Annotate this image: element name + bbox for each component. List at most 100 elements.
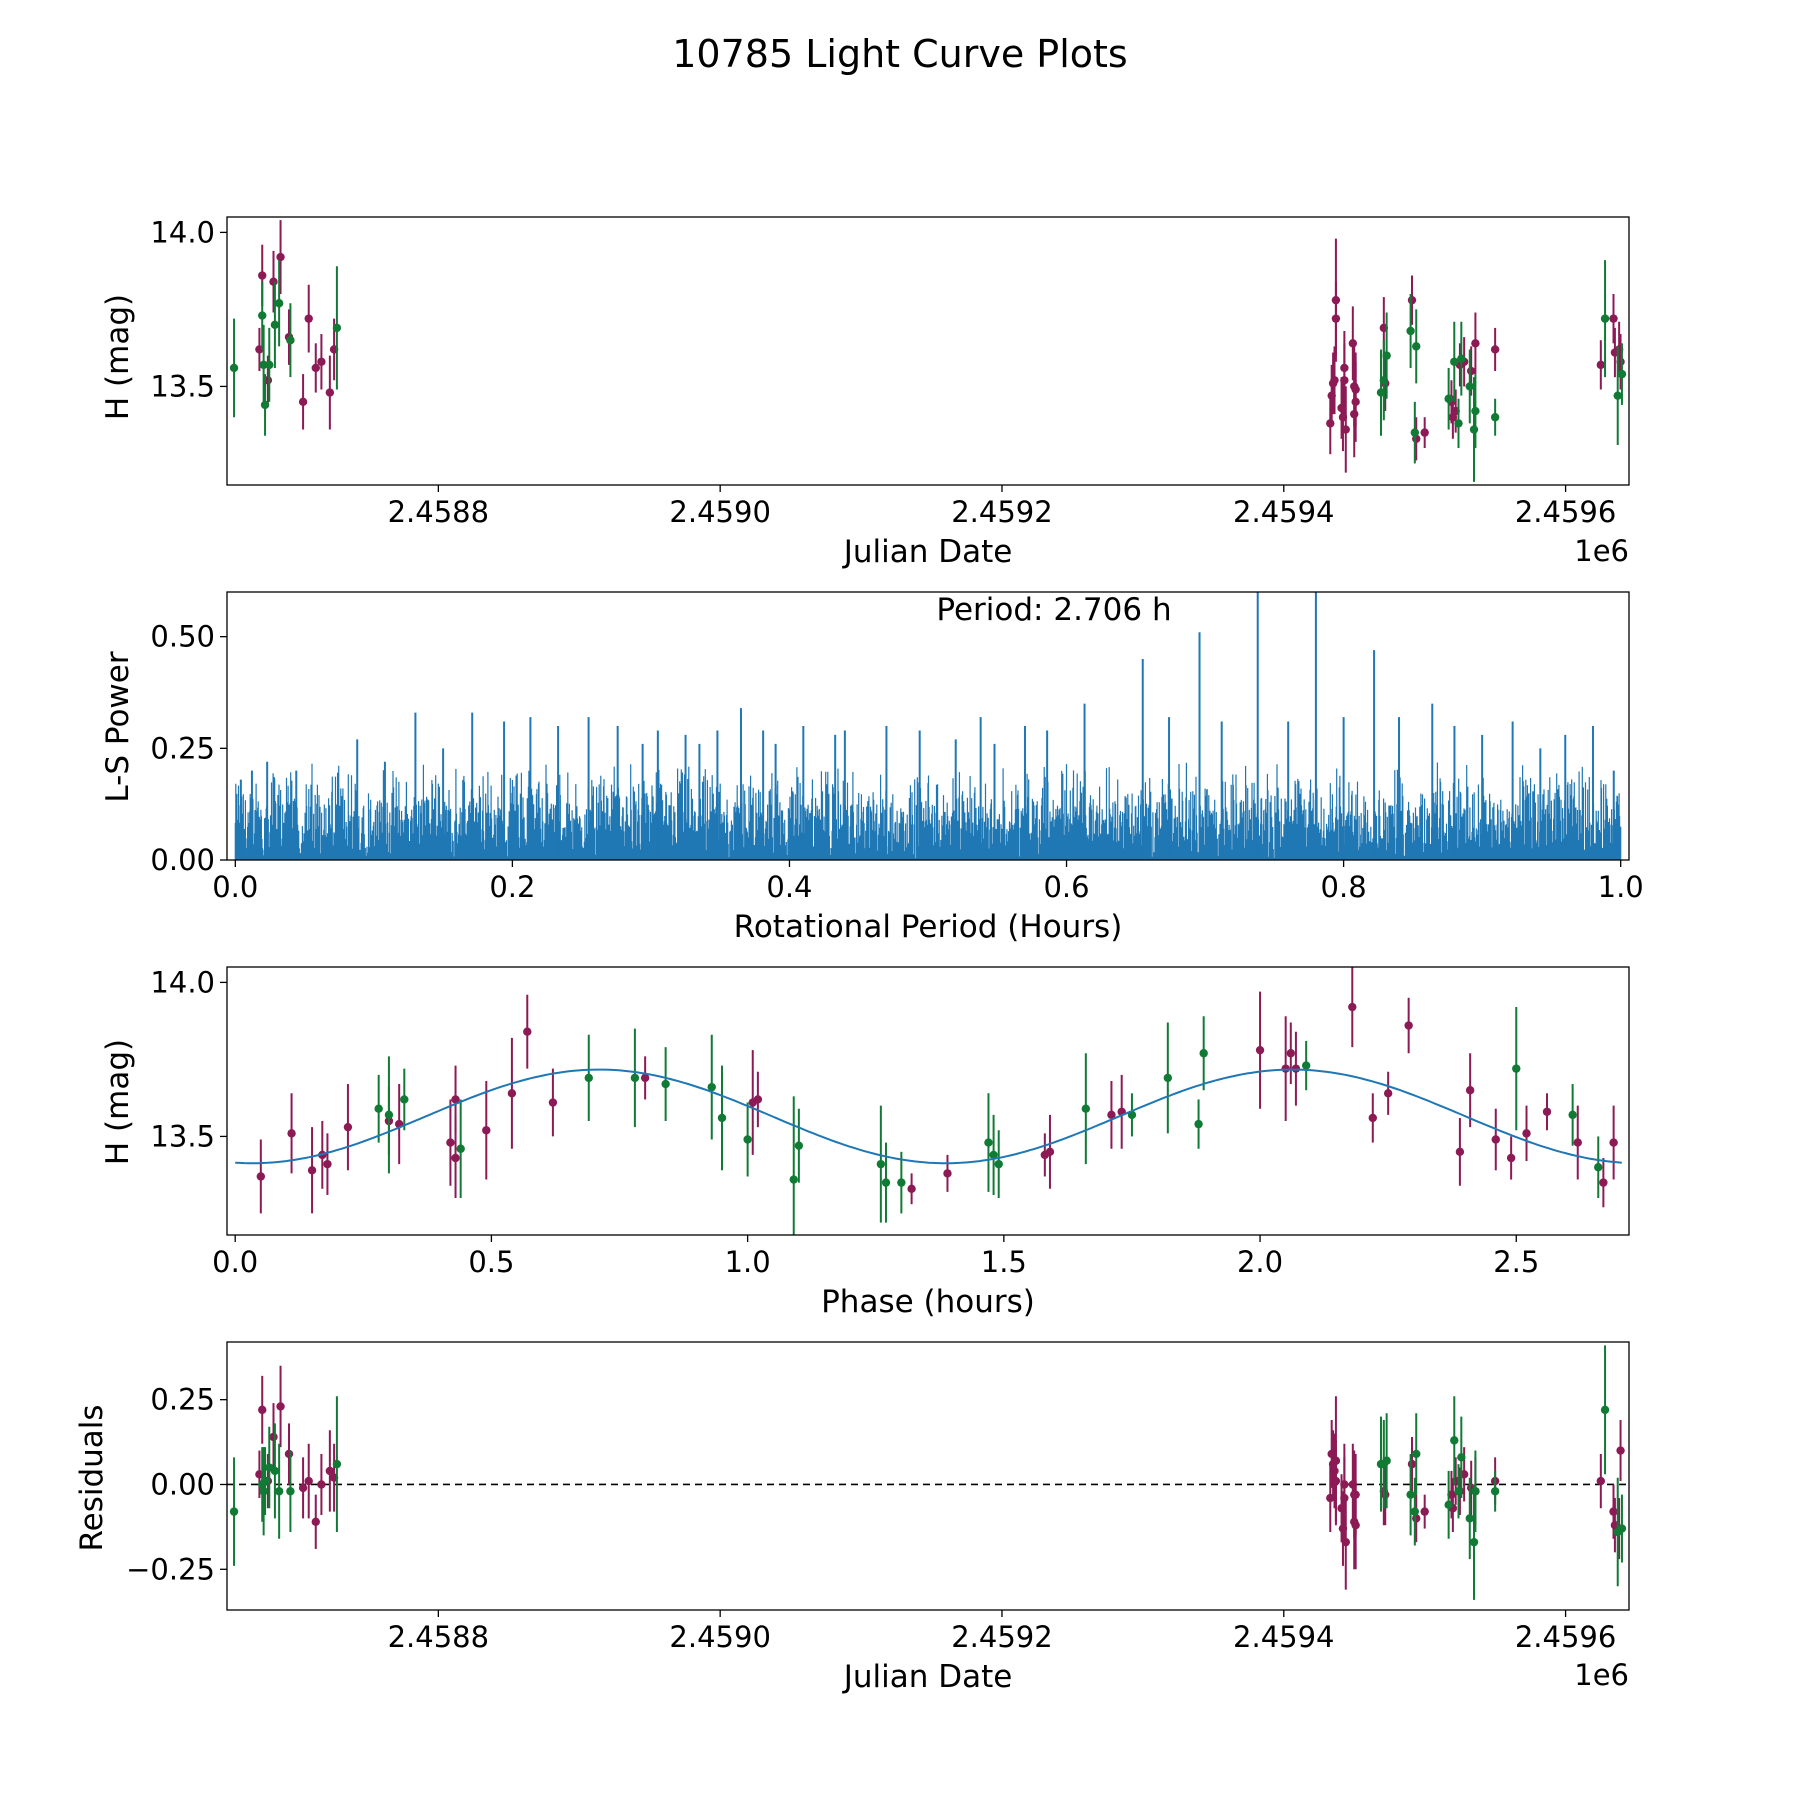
residuals-ytick-label: −0.25 [126,1552,215,1586]
lightcurve-point [1351,385,1360,394]
phased-point [323,1159,332,1169]
phased-point [717,1113,727,1123]
phased-point [1491,1135,1500,1144]
phased-point [881,1178,891,1187]
lightcurve-ylabel: H (mag) [100,294,136,420]
periodogram-ylabel: L-S Power [100,651,136,802]
lightcurve-point [269,277,278,286]
phased-point [451,1095,460,1104]
phased-point [1573,1138,1582,1147]
residuals-point [1412,1449,1421,1459]
periodogram-xtick-label: 0.4 [766,870,812,904]
residuals-xtick-label: 2.4594 [1233,1620,1334,1654]
lightcurve-point [304,314,313,323]
periodogram-xtick-label: 0.2 [489,870,535,904]
lightcurve-point [1382,351,1391,360]
phased-ytick-label: 14.0 [150,965,215,999]
phased-point [343,1122,353,1132]
periodogram-ytick-label: 0.25 [150,731,215,765]
lightcurve-point [1490,345,1500,354]
residuals-point [286,1487,295,1496]
lightcurve-ytick-label: 13.5 [150,369,215,403]
residuals-point [276,1402,285,1411]
phased-ytick-label: 13.5 [150,1119,215,1153]
residuals-point [1600,1405,1610,1415]
residuals-point [259,1487,268,1496]
phased-model-curve [235,1068,1622,1165]
lightcurve-xtick-label: 2.4594 [1233,495,1334,529]
periodogram-xtick-label: 0.0 [212,870,258,904]
phased-xtick-label: 1.0 [725,1245,771,1279]
lightcurve-point [332,323,342,333]
lightcurve-point [1609,314,1618,323]
phased-point [989,1150,998,1160]
phased-point [994,1159,1003,1169]
phased-point [1045,1147,1055,1157]
residuals-point [1381,1490,1390,1499]
phased-xlabel: Phase (hours) [821,1284,1035,1320]
lightcurve-point [1331,295,1341,305]
lightcurve-xtick-label: 2.4590 [669,495,770,529]
residuals-point [284,1449,294,1459]
residuals-point [325,1466,335,1476]
residuals-panel: Julian Date Residuals 1e6 2.4588 2.4590 2.… [74,1341,1630,1695]
phased-point [584,1073,593,1083]
residuals-point [1450,1436,1459,1445]
phased-point [1107,1110,1116,1120]
residuals-plot-area [227,1345,1629,1600]
phased-point [1281,1064,1290,1073]
lightcurve-point [1341,425,1350,434]
phased-point [1522,1129,1531,1138]
phased-point [661,1079,670,1089]
phased-point [548,1098,558,1107]
residuals-point [270,1466,280,1476]
residuals-point [304,1476,313,1486]
phased-point [446,1138,455,1147]
residuals-point [258,1405,267,1415]
phased-xtick-label: 2.0 [1237,1245,1283,1279]
periodogram-xlabel: Rotational Period (Hours) [734,909,1123,945]
phased-point [794,1141,804,1150]
lightcurve-xtick-label: 2.4592 [951,495,1052,529]
residuals-point [260,1476,270,1486]
residuals-point [298,1483,308,1493]
phased-point [307,1166,317,1175]
phased-point [1542,1107,1552,1116]
residuals-point [311,1517,320,1526]
phased-point [640,1073,650,1083]
lightcurve-plot-area [229,220,1627,482]
phased-point [789,1175,798,1184]
residuals-point [1596,1476,1606,1486]
phased-point [451,1153,460,1163]
phased-point [1568,1110,1577,1120]
phased-point [1609,1138,1618,1147]
residuals-point [1457,1453,1466,1462]
lightcurve-point [1457,354,1466,363]
phased-point [743,1135,752,1144]
lightcurve-ytick-label: 14.0 [150,215,215,249]
lightcurve-point [270,320,280,330]
phased-point [287,1129,296,1138]
lightcurve-point [1617,369,1627,379]
phased-plot-area [235,967,1622,1235]
phased-point [456,1144,465,1153]
lightcurve-point [325,388,335,397]
residuals-ylabel: Residuals [74,1404,110,1551]
lightcurve-point [258,271,267,280]
residuals-xtick-label: 2.4592 [951,1620,1052,1654]
lightcurve-axes-frame [226,216,1630,486]
phased-point [1368,1113,1377,1123]
lightcurve-point [1348,339,1358,348]
lightcurve-point [276,252,285,262]
residuals-point [1330,1466,1339,1476]
phased-point [907,1184,916,1193]
lightcurve-point [1407,295,1417,305]
periodogram-xtick-label: 0.6 [1043,870,1089,904]
periodogram-panel: Period: 2.706 h Rotational Period (Hours… [100,591,1644,945]
residuals-xtick-label: 2.4588 [388,1620,489,1654]
phased-point [1255,1045,1265,1055]
phased-point [1594,1163,1603,1172]
lightcurve-point [1350,409,1359,419]
residuals-point [1444,1500,1453,1510]
lightcurve-xlabel: Julian Date [842,534,1013,570]
